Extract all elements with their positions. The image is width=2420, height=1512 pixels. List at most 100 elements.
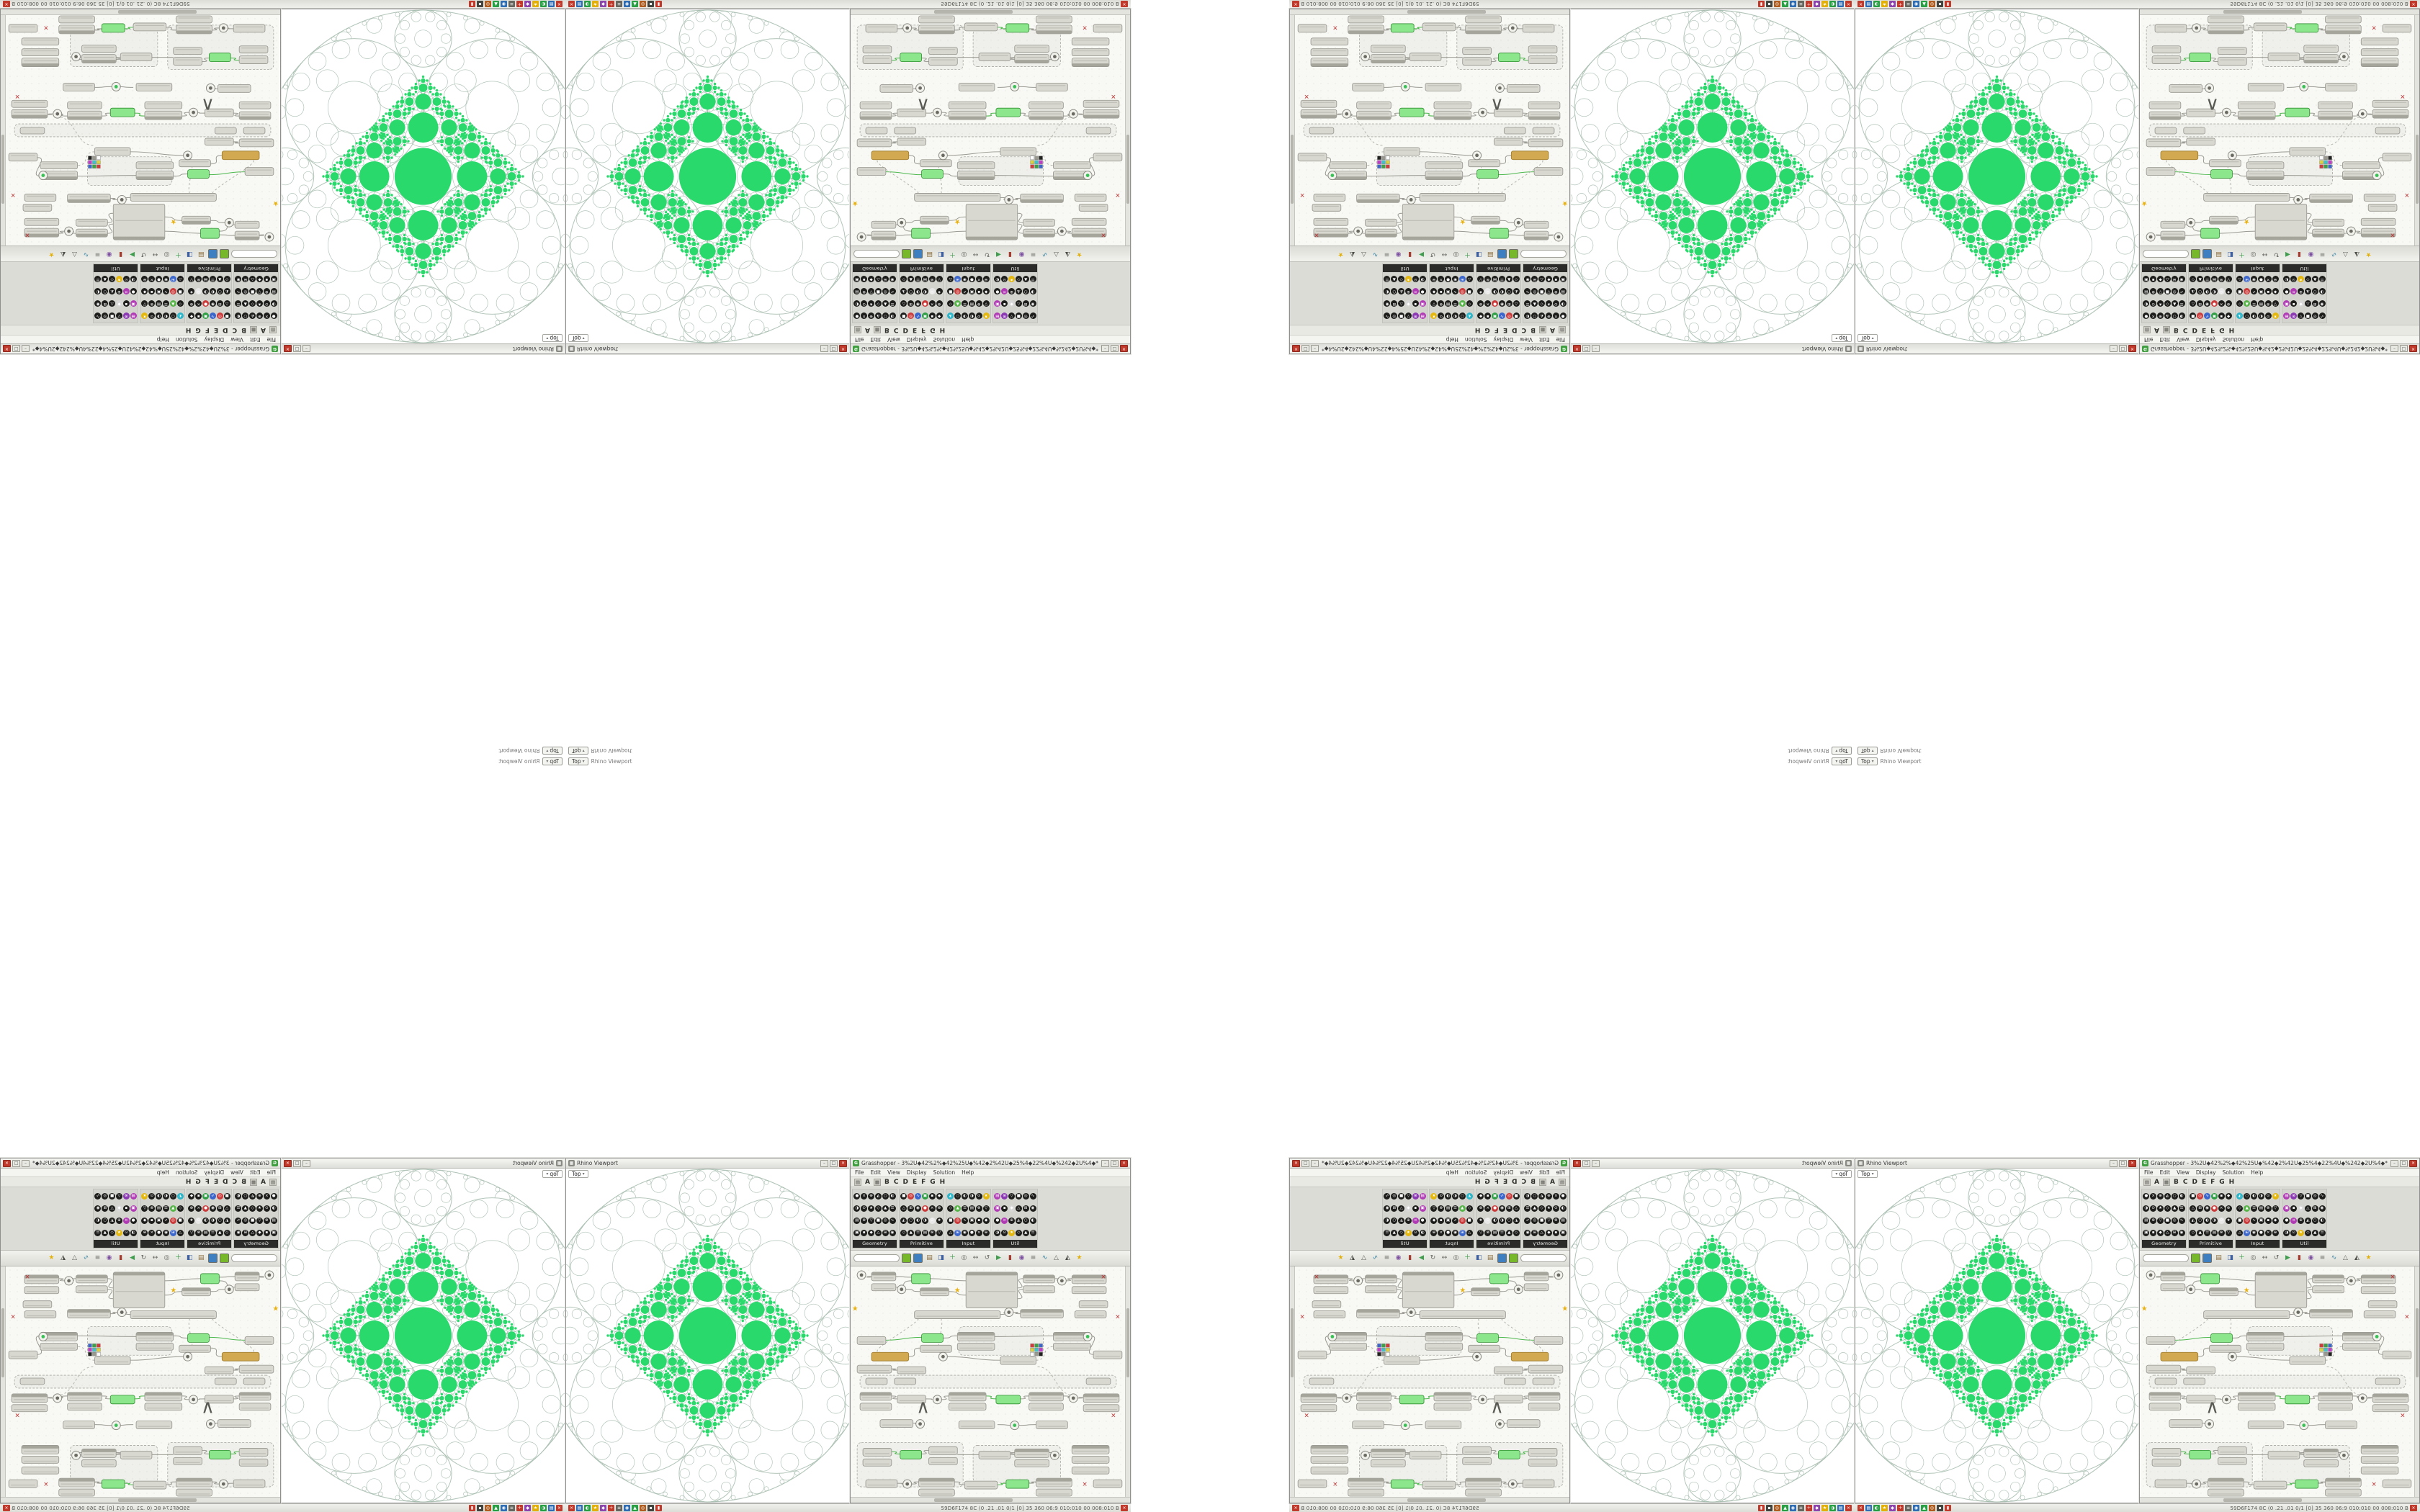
component-icon[interactable]: ◭ — [1015, 1218, 1022, 1224]
bake-button[interactable] — [2202, 1254, 2212, 1263]
color-swatch[interactable] — [2323, 1352, 2328, 1356]
gh-node[interactable] — [133, 22, 167, 32]
component-icon[interactable]: ◎ — [242, 1218, 249, 1224]
color-swatch[interactable] — [2319, 160, 2323, 164]
gh-node[interactable] — [2247, 83, 2285, 91]
component-icon[interactable]: ▤ — [1445, 300, 1452, 307]
gh-node[interactable] — [2203, 1310, 2290, 1319]
gh-tab-g[interactable]: G — [2219, 326, 2225, 334]
gh-node[interactable] — [958, 1421, 995, 1429]
component-icon[interactable]: ◉ — [2204, 1205, 2211, 1212]
gh-node[interactable] — [2285, 1395, 2311, 1405]
component-icon[interactable]: ⊞ — [242, 276, 249, 282]
gh-tab-c[interactable]: C — [2182, 326, 2188, 334]
grasshopper-canvas[interactable]: ★ × ∧ × × ★ × — [2140, 15, 2419, 246]
wireframe-icon[interactable]: △ — [72, 1254, 77, 1261]
close-app-icon[interactable]: × — [556, 1505, 563, 1511]
component-icon[interactable]: ⊞ — [1505, 1205, 1512, 1212]
component-icon[interactable]: △ — [1512, 300, 1520, 307]
component-icon[interactable]: ◐ — [2204, 1218, 2211, 1224]
gh-tab-icon[interactable]: ▦ — [250, 1178, 258, 1186]
component-icon[interactable]: ⊙ — [1484, 1218, 1492, 1224]
graph-icon[interactable]: ∿ — [1041, 251, 1048, 258]
gh-tab-b[interactable]: B — [1531, 326, 1536, 334]
component-icon[interactable]: ◑ — [2257, 1193, 2264, 1200]
gh-node[interactable] — [176, 1488, 212, 1497]
component-icon[interactable]: ◐ — [94, 1218, 102, 1224]
horizontal-scrollbar-thumb[interactable] — [117, 10, 197, 14]
gh-node[interactable] — [130, 1310, 217, 1319]
close-button[interactable]: × — [1120, 1159, 1128, 1167]
component-icon[interactable]: ◑ — [1419, 276, 1426, 282]
grasshopper-titlebar[interactable]: G Grasshopper - 3%2U◆42%2%◆42%25U◆%42◆2%… — [1290, 343, 1569, 354]
menu-solution[interactable]: Solution — [1464, 1169, 1487, 1176]
component-icon[interactable]: ■ — [2190, 1193, 2197, 1200]
component-icon[interactable]: ◉ — [1029, 300, 1036, 307]
gh-tab-c[interactable]: C — [893, 1178, 899, 1186]
component-icon[interactable]: ⊗ — [975, 1205, 982, 1212]
minimize-button[interactable]: – — [1101, 345, 1109, 353]
viewport-titlebar[interactable]: ▦ Rhino Viewport – □ × — [1571, 1158, 1854, 1169]
component-icon[interactable]: ☰ — [889, 300, 896, 307]
color-swatch[interactable] — [92, 160, 97, 164]
zoom-icon[interactable]: ◎ — [163, 251, 170, 258]
component-icon[interactable]: ▤ — [2143, 1218, 2150, 1224]
viewport-canvas[interactable]: Top ▾ — [282, 1169, 565, 1503]
component-icon[interactable]: ⊕ — [115, 288, 122, 294]
menu-solution[interactable]: Solution — [175, 1169, 198, 1176]
gh-tab-icon[interactable]: ▦ — [2162, 1178, 2170, 1186]
horizontal-scrollbar-thumb[interactable] — [2223, 1498, 2303, 1502]
component-icon[interactable]: ▣ — [1445, 1218, 1452, 1224]
color-swatch[interactable] — [1377, 156, 1381, 160]
gh-node[interactable] — [1313, 1310, 1346, 1318]
gh-node[interactable] — [2237, 101, 2276, 109]
gh-node[interactable] — [19, 1377, 45, 1385]
component-icon[interactable]: × — [1438, 1230, 1445, 1236]
vertical-scrollbar[interactable] — [2414, 15, 2419, 246]
component-icon[interactable]: ⊞ — [2244, 276, 2251, 282]
component-icon[interactable]: ▤ — [2210, 276, 2218, 282]
pause-solver-icon[interactable]: ▮ — [1008, 1254, 1012, 1261]
component-icon[interactable]: ◎ — [216, 1193, 223, 1200]
favorites-icon[interactable]: ★ — [1076, 1254, 1083, 1261]
component-icon[interactable]: △ — [1015, 300, 1022, 307]
gh-tab-a[interactable]: A — [2154, 326, 2159, 334]
component-icon[interactable]: ◑ — [994, 276, 1001, 282]
component-icon[interactable]: ○ — [908, 288, 915, 294]
gh-group[interactable] — [2148, 1374, 2406, 1389]
component-icon[interactable]: ▣ — [2143, 1230, 2150, 1236]
panel-icon[interactable]: ▮ — [655, 1, 662, 7]
gh-node[interactable] — [1468, 1344, 1500, 1353]
gh-node[interactable] — [2160, 220, 2186, 229]
palette-group-label[interactable]: Primitive — [187, 1240, 231, 1248]
component-icon[interactable]: ◆ — [2225, 312, 2232, 319]
gh-node[interactable] — [2318, 1403, 2353, 1411]
gh-node[interactable] — [1074, 1310, 1107, 1318]
component-icon[interactable]: ◑ — [1419, 1230, 1426, 1236]
color-swatch[interactable] — [2319, 1352, 2323, 1356]
grasshopper-canvas[interactable]: ★ × ∧ × × ★ × — [851, 1266, 1130, 1497]
palette-group-label[interactable]: Primitive — [187, 264, 231, 272]
component-icon[interactable]: ∿ — [2251, 1218, 2258, 1224]
gh-node[interactable] — [2382, 1479, 2412, 1488]
component-icon[interactable]: ◉ — [1384, 300, 1391, 307]
component-icon[interactable]: ▣ — [2210, 1193, 2218, 1200]
component-icon[interactable]: ∿ — [962, 1218, 969, 1224]
preview-button[interactable] — [1509, 1254, 1518, 1263]
menu-display[interactable]: Display — [1493, 336, 1514, 343]
component-icon[interactable]: ◎ — [2311, 1193, 2318, 1200]
menu-help[interactable]: Help — [2251, 336, 2264, 343]
component-icon[interactable]: ⊙ — [263, 1205, 270, 1212]
gh-node[interactable] — [135, 1342, 174, 1351]
component-icon[interactable]: ▪ — [1484, 1193, 1492, 1200]
component-icon[interactable]: ⊞ — [216, 300, 223, 307]
component-icon[interactable]: ◉ — [1451, 276, 1458, 282]
gh-node[interactable] — [1310, 1455, 1349, 1464]
grasshopper-titlebar[interactable]: G Grasshopper - 3%2U◆42%2%◆42%25U◆%42◆2%… — [1, 1158, 280, 1169]
gh-node[interactable] — [2189, 53, 2211, 62]
component-icon[interactable]: ◐ — [1498, 288, 1505, 294]
menu-edit[interactable]: Edit — [870, 1169, 882, 1176]
component-icon[interactable]: ▲ — [908, 276, 915, 282]
menu-view[interactable]: View — [1520, 336, 1533, 343]
component-icon[interactable]: ⊕ — [936, 1205, 943, 1212]
